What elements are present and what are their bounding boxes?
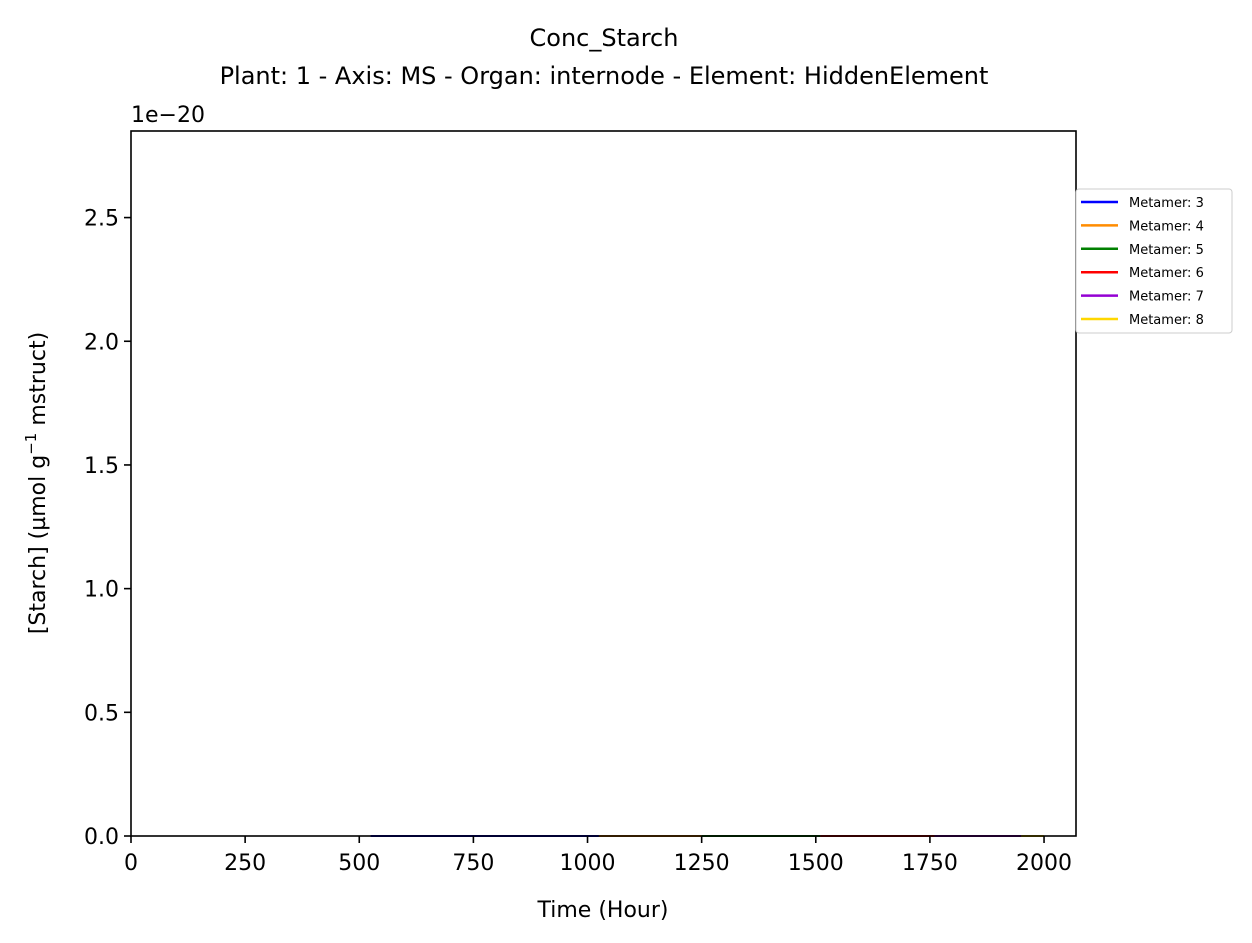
chart-title: Conc_Starch xyxy=(530,24,679,52)
y-tick-label: 2.5 xyxy=(84,207,119,232)
legend: Metamer: 3 Metamer: 4 Metamer: 5 Metamer: 6… xyxy=(1075,188,1233,334)
legend-label-5: Metamer: 7 xyxy=(1129,290,1204,305)
x-tick-label: 1500 xyxy=(788,851,844,876)
x-tick-label: 250 xyxy=(224,851,266,876)
y-tick-label: 1.0 xyxy=(84,578,119,603)
chart-subtitle: Plant: 1 - Axis: MS - Organ: internode -… xyxy=(220,62,989,90)
y-axis-ticks: 0.0 0.5 1.0 1.5 2.0 2.5 xyxy=(84,207,131,850)
y-offset-text: 1e−20 xyxy=(131,103,205,128)
legend-label-6: Metamer: 8 xyxy=(1129,313,1204,328)
x-tick-label: 1750 xyxy=(902,851,958,876)
y-tick-label: 2.0 xyxy=(84,330,119,355)
x-tick-label: 2000 xyxy=(1016,851,1072,876)
x-tick-label: 500 xyxy=(338,851,380,876)
legend-label-1: Metamer: 3 xyxy=(1129,196,1204,211)
legend-label-3: Metamer: 5 xyxy=(1129,243,1204,258)
plot-area-frame xyxy=(130,130,1077,837)
legend-label-2: Metamer: 4 xyxy=(1129,219,1204,234)
y-tick-label: 0.0 xyxy=(84,825,119,850)
legend-label-4: Metamer: 6 xyxy=(1129,266,1204,281)
x-tick-label: 750 xyxy=(452,851,494,876)
x-tick-label: 1000 xyxy=(560,851,616,876)
y-axis-label: [Starch] (µmol g−1 mstruct) xyxy=(22,332,51,634)
x-tick-label: 0 xyxy=(124,851,138,876)
y-tick-label: 0.5 xyxy=(84,701,119,726)
x-tick-label: 1250 xyxy=(674,851,730,876)
x-axis-label: Time (Hour) xyxy=(537,898,669,923)
x-axis-ticks: 0 250 500 750 1000 1250 1500 1750 2000 xyxy=(124,836,1072,876)
y-tick-label: 1.5 xyxy=(84,454,119,479)
